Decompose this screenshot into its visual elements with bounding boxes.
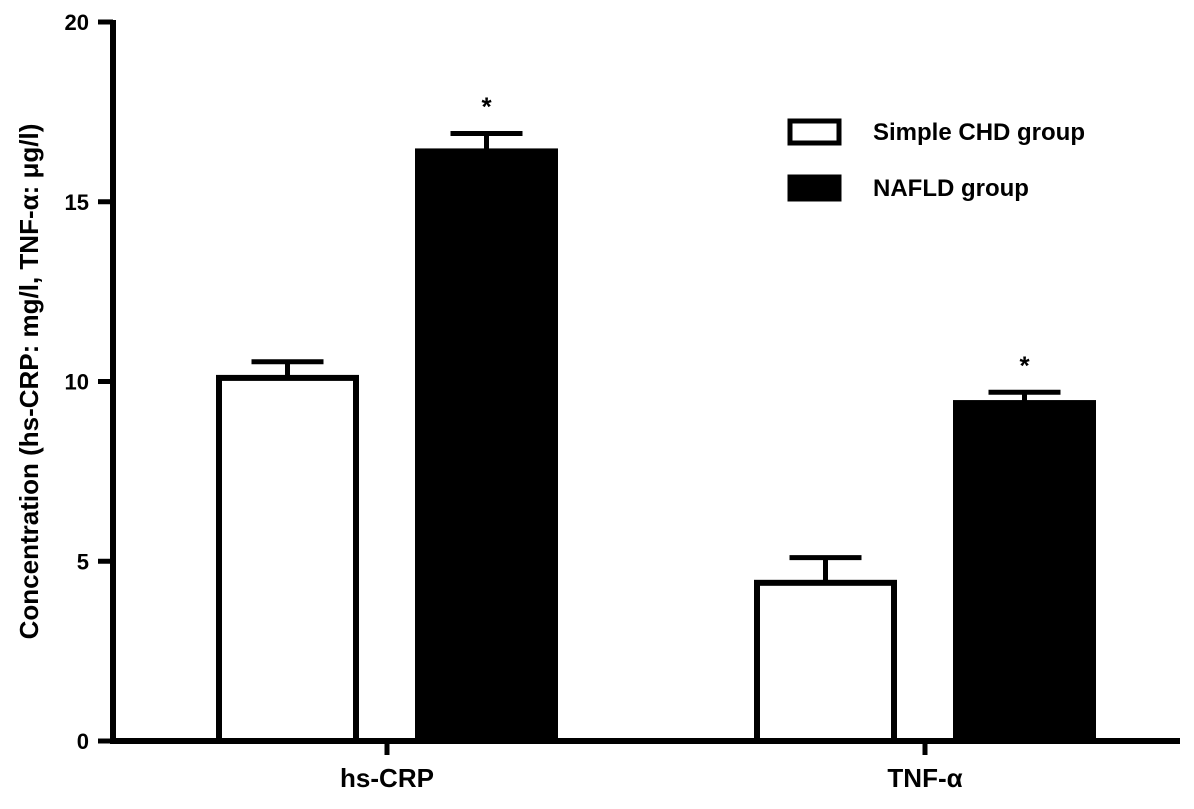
legend-label: Simple CHD group [873, 119, 1085, 146]
bar [953, 400, 1096, 744]
significance-mark: * [1019, 350, 1030, 380]
x-tick-label: TNF-α [887, 763, 962, 793]
x-tick-label: hs-CRP [340, 763, 434, 793]
y-tick-label: 20 [65, 10, 89, 35]
bar [216, 374, 359, 744]
bar [754, 579, 897, 744]
y-tick-label: 5 [77, 549, 89, 574]
bars: ** [216, 91, 1096, 745]
y-tick-label: 15 [65, 190, 89, 215]
legend: Simple CHD group NAFLD group [787, 118, 1085, 202]
y-tick-label: 0 [77, 729, 89, 754]
y-tick-label: 10 [65, 370, 89, 395]
legend-swatch [787, 118, 842, 146]
bar [415, 148, 558, 745]
significance-mark: * [481, 91, 492, 121]
legend-swatch [787, 174, 842, 202]
y-axis-title: Concentration (hs-CRP: mg/l, TNF-α: μg/l… [14, 124, 44, 640]
legend-label: NAFLD group [873, 175, 1029, 202]
